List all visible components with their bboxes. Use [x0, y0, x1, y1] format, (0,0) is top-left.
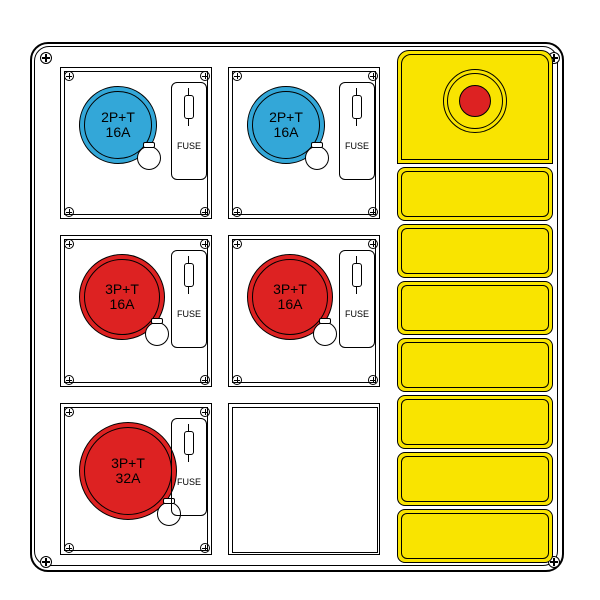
module-screw: [64, 71, 74, 81]
module-screw: [64, 239, 74, 249]
fuse-label: FUSE: [177, 141, 201, 151]
module-screw: [232, 71, 242, 81]
module-screw: [368, 239, 378, 249]
fuse-icon: [352, 263, 362, 287]
socket-label-amps: 16A: [278, 297, 303, 312]
socket-label-amps: 32A: [116, 471, 141, 486]
module-screw: [64, 207, 74, 217]
fuse-holder[interactable]: FUSE: [339, 82, 375, 180]
fuse-holder[interactable]: FUSE: [171, 82, 207, 180]
socket-latch-icon: [313, 322, 337, 346]
module-screw: [232, 239, 242, 249]
breaker-slot[interactable]: [397, 452, 553, 506]
fuse-icon: [184, 263, 194, 287]
module-screw: [200, 207, 210, 217]
socket-label-type: 3P+T: [105, 282, 139, 297]
module-screw: [64, 375, 74, 385]
module-inner-border: [232, 407, 378, 553]
socket-module: 3P+T16A FUSE: [60, 235, 212, 387]
module-screw: [232, 375, 242, 385]
socket-module: 2P+T16A FUSE: [228, 67, 380, 219]
breaker-slot[interactable]: [397, 338, 553, 392]
module-screw: [200, 239, 210, 249]
socket-label-type: 2P+T: [101, 110, 135, 125]
socket-label-amps: 16A: [110, 297, 135, 312]
fuse-icon: [184, 431, 194, 455]
module-screw: [368, 71, 378, 81]
socket-latch-icon: [137, 146, 161, 170]
fuse-icon: [184, 95, 194, 119]
socket-latch-icon: [145, 322, 169, 346]
module-screw: [200, 71, 210, 81]
module-screw: [200, 375, 210, 385]
fuse-icon: [352, 95, 362, 119]
socket-module: 3P+T16A FUSE: [228, 235, 380, 387]
socket-module: 3P+T32A FUSE: [60, 403, 212, 555]
module-screw: [368, 207, 378, 217]
socket-label-type: 3P+T: [273, 282, 307, 297]
fuse-holder[interactable]: FUSE: [171, 250, 207, 348]
breaker-slot[interactable]: [397, 224, 553, 278]
blank-module: [228, 403, 380, 555]
socket-label-amps: 16A: [106, 125, 131, 140]
fuse-label: FUSE: [345, 141, 369, 151]
socket-module: 2P+T16A FUSE: [60, 67, 212, 219]
breaker-slot[interactable]: [397, 167, 553, 221]
module-screw: [64, 407, 74, 417]
emergency-stop-button[interactable]: [459, 85, 491, 117]
fuse-holder[interactable]: FUSE: [171, 418, 207, 516]
fuse-label: FUSE: [345, 309, 369, 319]
fuse-holder[interactable]: FUSE: [339, 250, 375, 348]
module-screw: [200, 543, 210, 553]
breaker-slot[interactable]: [397, 395, 553, 449]
module-screw: [232, 207, 242, 217]
socket-label-type: 3P+T: [111, 456, 145, 471]
breaker-slot[interactable]: [397, 509, 553, 563]
breaker-slot[interactable]: [397, 281, 553, 335]
module-screw: [200, 407, 210, 417]
socket-label-type: 2P+T: [269, 110, 303, 125]
module-screw: [64, 543, 74, 553]
module-screw: [368, 375, 378, 385]
fuse-label: FUSE: [177, 309, 201, 319]
socket-label-amps: 16A: [274, 125, 299, 140]
panel-screw: [40, 556, 52, 568]
panel-screw: [40, 52, 52, 64]
socket-latch-icon: [305, 146, 329, 170]
fuse-label: FUSE: [177, 477, 201, 487]
